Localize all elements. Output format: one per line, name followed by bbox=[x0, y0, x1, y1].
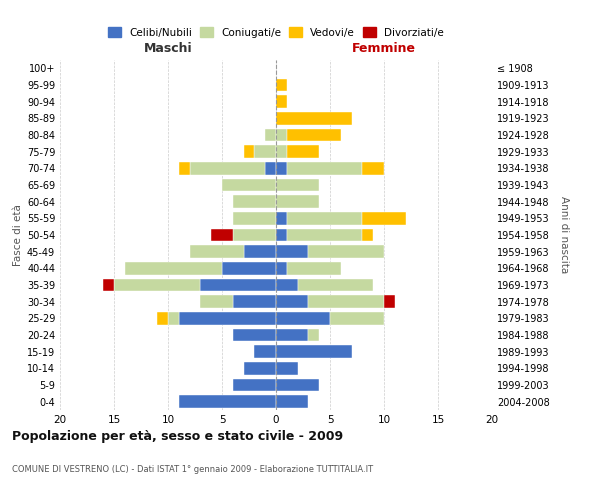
Bar bbox=[287, 212, 362, 224]
Bar bbox=[233, 296, 276, 308]
Bar bbox=[276, 296, 308, 308]
Bar bbox=[287, 229, 362, 241]
Bar bbox=[233, 229, 276, 241]
Bar bbox=[276, 246, 308, 258]
Bar bbox=[276, 379, 319, 391]
Bar bbox=[222, 262, 276, 274]
Text: Femmine: Femmine bbox=[352, 42, 416, 55]
Bar bbox=[157, 312, 168, 324]
Bar bbox=[362, 229, 373, 241]
Bar bbox=[276, 262, 287, 274]
Text: COMUNE DI VESTRENO (LC) - Dati ISTAT 1° gennaio 2009 - Elaborazione TUTTITALIA.I: COMUNE DI VESTRENO (LC) - Dati ISTAT 1° … bbox=[12, 465, 373, 474]
Bar bbox=[276, 179, 319, 192]
Bar bbox=[265, 129, 276, 141]
Bar bbox=[276, 212, 287, 224]
Bar bbox=[362, 212, 406, 224]
Bar bbox=[244, 246, 276, 258]
Legend: Celibi/Nubili, Coniugati/e, Vedovi/e, Divorziati/e: Celibi/Nubili, Coniugati/e, Vedovi/e, Di… bbox=[104, 23, 448, 42]
Bar bbox=[244, 362, 276, 374]
Bar bbox=[276, 312, 330, 324]
Bar bbox=[276, 96, 287, 108]
Bar bbox=[276, 396, 308, 408]
Bar bbox=[265, 162, 276, 174]
Bar bbox=[276, 346, 352, 358]
Bar bbox=[190, 162, 265, 174]
Bar bbox=[330, 312, 384, 324]
Bar bbox=[287, 129, 341, 141]
Bar bbox=[114, 279, 200, 291]
Bar bbox=[233, 379, 276, 391]
Bar bbox=[276, 129, 287, 141]
Bar bbox=[308, 296, 384, 308]
Bar bbox=[244, 146, 254, 158]
Bar bbox=[287, 146, 319, 158]
Bar bbox=[179, 162, 190, 174]
Bar bbox=[308, 246, 384, 258]
Bar bbox=[233, 329, 276, 341]
Bar bbox=[125, 262, 222, 274]
Bar bbox=[276, 112, 352, 124]
Bar bbox=[179, 396, 276, 408]
Bar bbox=[287, 162, 362, 174]
Bar bbox=[276, 229, 287, 241]
Bar bbox=[254, 146, 276, 158]
Bar bbox=[168, 312, 179, 324]
Bar bbox=[233, 196, 276, 208]
Y-axis label: Fasce di età: Fasce di età bbox=[13, 204, 23, 266]
Bar bbox=[276, 362, 298, 374]
Bar bbox=[179, 312, 276, 324]
Bar bbox=[103, 279, 114, 291]
Y-axis label: Anni di nascita: Anni di nascita bbox=[559, 196, 569, 274]
Bar bbox=[200, 296, 233, 308]
Bar bbox=[276, 279, 298, 291]
Bar bbox=[384, 296, 395, 308]
Bar bbox=[200, 279, 276, 291]
Bar bbox=[276, 162, 287, 174]
Bar bbox=[254, 346, 276, 358]
Text: Popolazione per età, sesso e stato civile - 2009: Popolazione per età, sesso e stato civil… bbox=[12, 430, 343, 443]
Bar bbox=[211, 229, 233, 241]
Bar bbox=[276, 329, 308, 341]
Bar bbox=[276, 196, 319, 208]
Bar bbox=[276, 146, 287, 158]
Bar bbox=[362, 162, 384, 174]
Bar bbox=[276, 79, 287, 92]
Bar bbox=[233, 212, 276, 224]
Text: Maschi: Maschi bbox=[143, 42, 193, 55]
Bar bbox=[298, 279, 373, 291]
Bar bbox=[308, 329, 319, 341]
Bar bbox=[190, 246, 244, 258]
Bar bbox=[222, 179, 276, 192]
Bar bbox=[287, 262, 341, 274]
